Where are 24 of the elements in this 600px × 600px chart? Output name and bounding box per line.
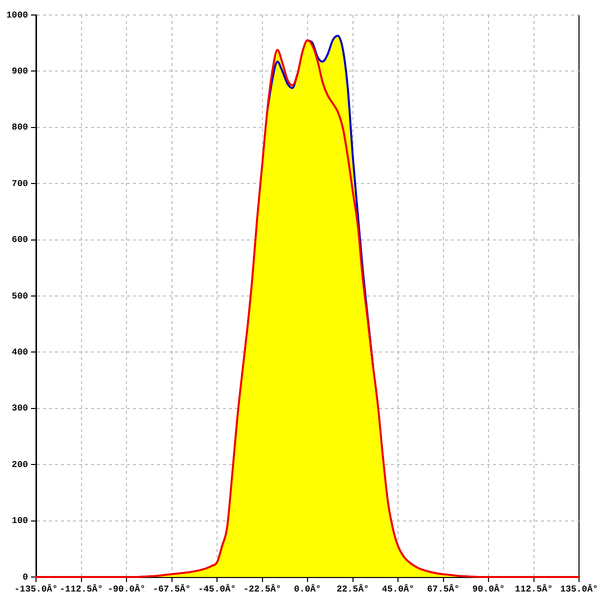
y-tick-label: 700 xyxy=(12,178,28,189)
y-tick-label: 200 xyxy=(12,460,28,470)
y-tick-label: 400 xyxy=(12,347,28,358)
y-tick-label: 1000 xyxy=(6,10,28,20)
y-tick-label: 100 xyxy=(12,516,28,526)
x-tick-label: 112.5Â° xyxy=(514,584,553,595)
x-tick-label: -22.5Â° xyxy=(243,584,282,595)
x-tick-label: -90.0Â° xyxy=(108,584,146,595)
y-tick-label: 800 xyxy=(12,122,28,133)
y-tick-label: 0 xyxy=(22,572,28,582)
y-tick-label: 500 xyxy=(12,291,28,302)
y-tick-label: 900 xyxy=(12,66,28,76)
x-tick-label: 135.0Â° xyxy=(560,584,598,595)
x-tick-label: -112.5Â° xyxy=(60,584,103,595)
x-tick-label: 0.0Â° xyxy=(294,584,322,595)
x-tick-label: 90.0Â° xyxy=(472,584,505,595)
x-tick-label: 22.5Â° xyxy=(336,584,370,595)
x-tick-label: -67.5Â° xyxy=(152,584,191,595)
y-tick-label: 600 xyxy=(12,235,28,246)
x-tick-label: -135.0Â° xyxy=(14,584,58,595)
x-tick-label: -45.0Â° xyxy=(198,584,236,595)
y-tick-label: 300 xyxy=(12,404,28,414)
x-tick-label: 67.5Â° xyxy=(427,584,460,595)
x-tick-label: 45.0Â° xyxy=(382,584,414,595)
